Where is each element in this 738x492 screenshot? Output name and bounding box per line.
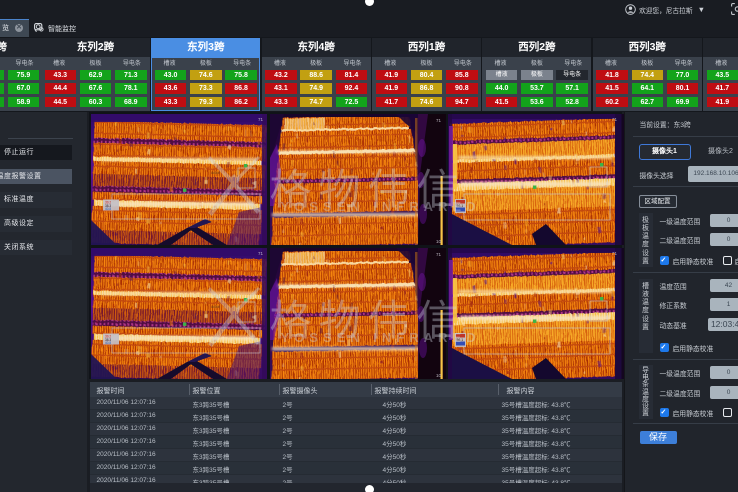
svg-text:71: 71 xyxy=(258,117,264,122)
svg-text:71: 71 xyxy=(612,117,618,122)
svg-text:39.2: 39.2 xyxy=(105,200,111,204)
svg-text:71: 71 xyxy=(436,118,442,123)
svg-text:71: 71 xyxy=(258,251,264,256)
svg-text:38.3: 38.3 xyxy=(105,337,111,341)
svg-text:40.8: 40.8 xyxy=(105,207,111,211)
svg-text:71: 71 xyxy=(612,251,618,256)
svg-text:40.8: 40.8 xyxy=(105,341,111,345)
svg-text:10: 10 xyxy=(436,373,442,378)
svg-text:10: 10 xyxy=(436,239,442,244)
svg-text:39.2: 39.2 xyxy=(105,334,111,338)
svg-text:56.1: 56.1 xyxy=(457,203,464,207)
svg-text:71: 71 xyxy=(436,252,442,257)
svg-text:56.1: 56.1 xyxy=(457,337,464,341)
svg-text:38.3: 38.3 xyxy=(105,203,111,207)
